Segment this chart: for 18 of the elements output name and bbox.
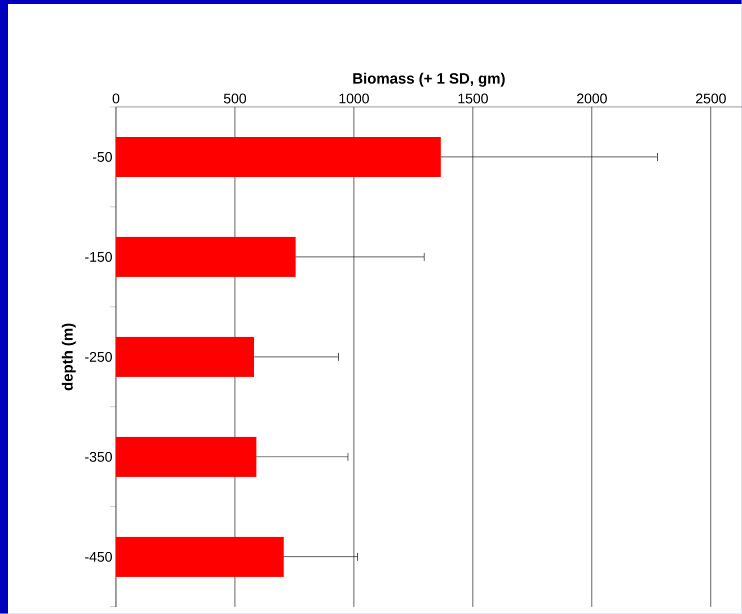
bar (116, 237, 296, 278)
x-tick-label: 500 (224, 94, 246, 104)
x-tick-label: 1500 (458, 94, 488, 104)
x-tick-label: 2500 (696, 94, 726, 104)
x-tick-label: 1000 (339, 94, 369, 104)
y-axis-title: depth (m) (62, 324, 76, 390)
x-tick-label: 2000 (577, 94, 607, 104)
bar (116, 536, 284, 577)
bar (116, 137, 441, 178)
bar (116, 336, 254, 377)
x-axis-title: Biomass (+ 1 SD, gm) (353, 72, 505, 87)
y-tick-label: -350 (85, 452, 112, 462)
y-tick-label: -450 (85, 552, 112, 562)
bar (116, 436, 256, 477)
y-tick-label: -150 (85, 252, 112, 262)
y-tick-label: -250 (85, 352, 112, 362)
y-tick-label: -50 (92, 152, 112, 162)
x-tick-label: 0 (112, 94, 120, 104)
